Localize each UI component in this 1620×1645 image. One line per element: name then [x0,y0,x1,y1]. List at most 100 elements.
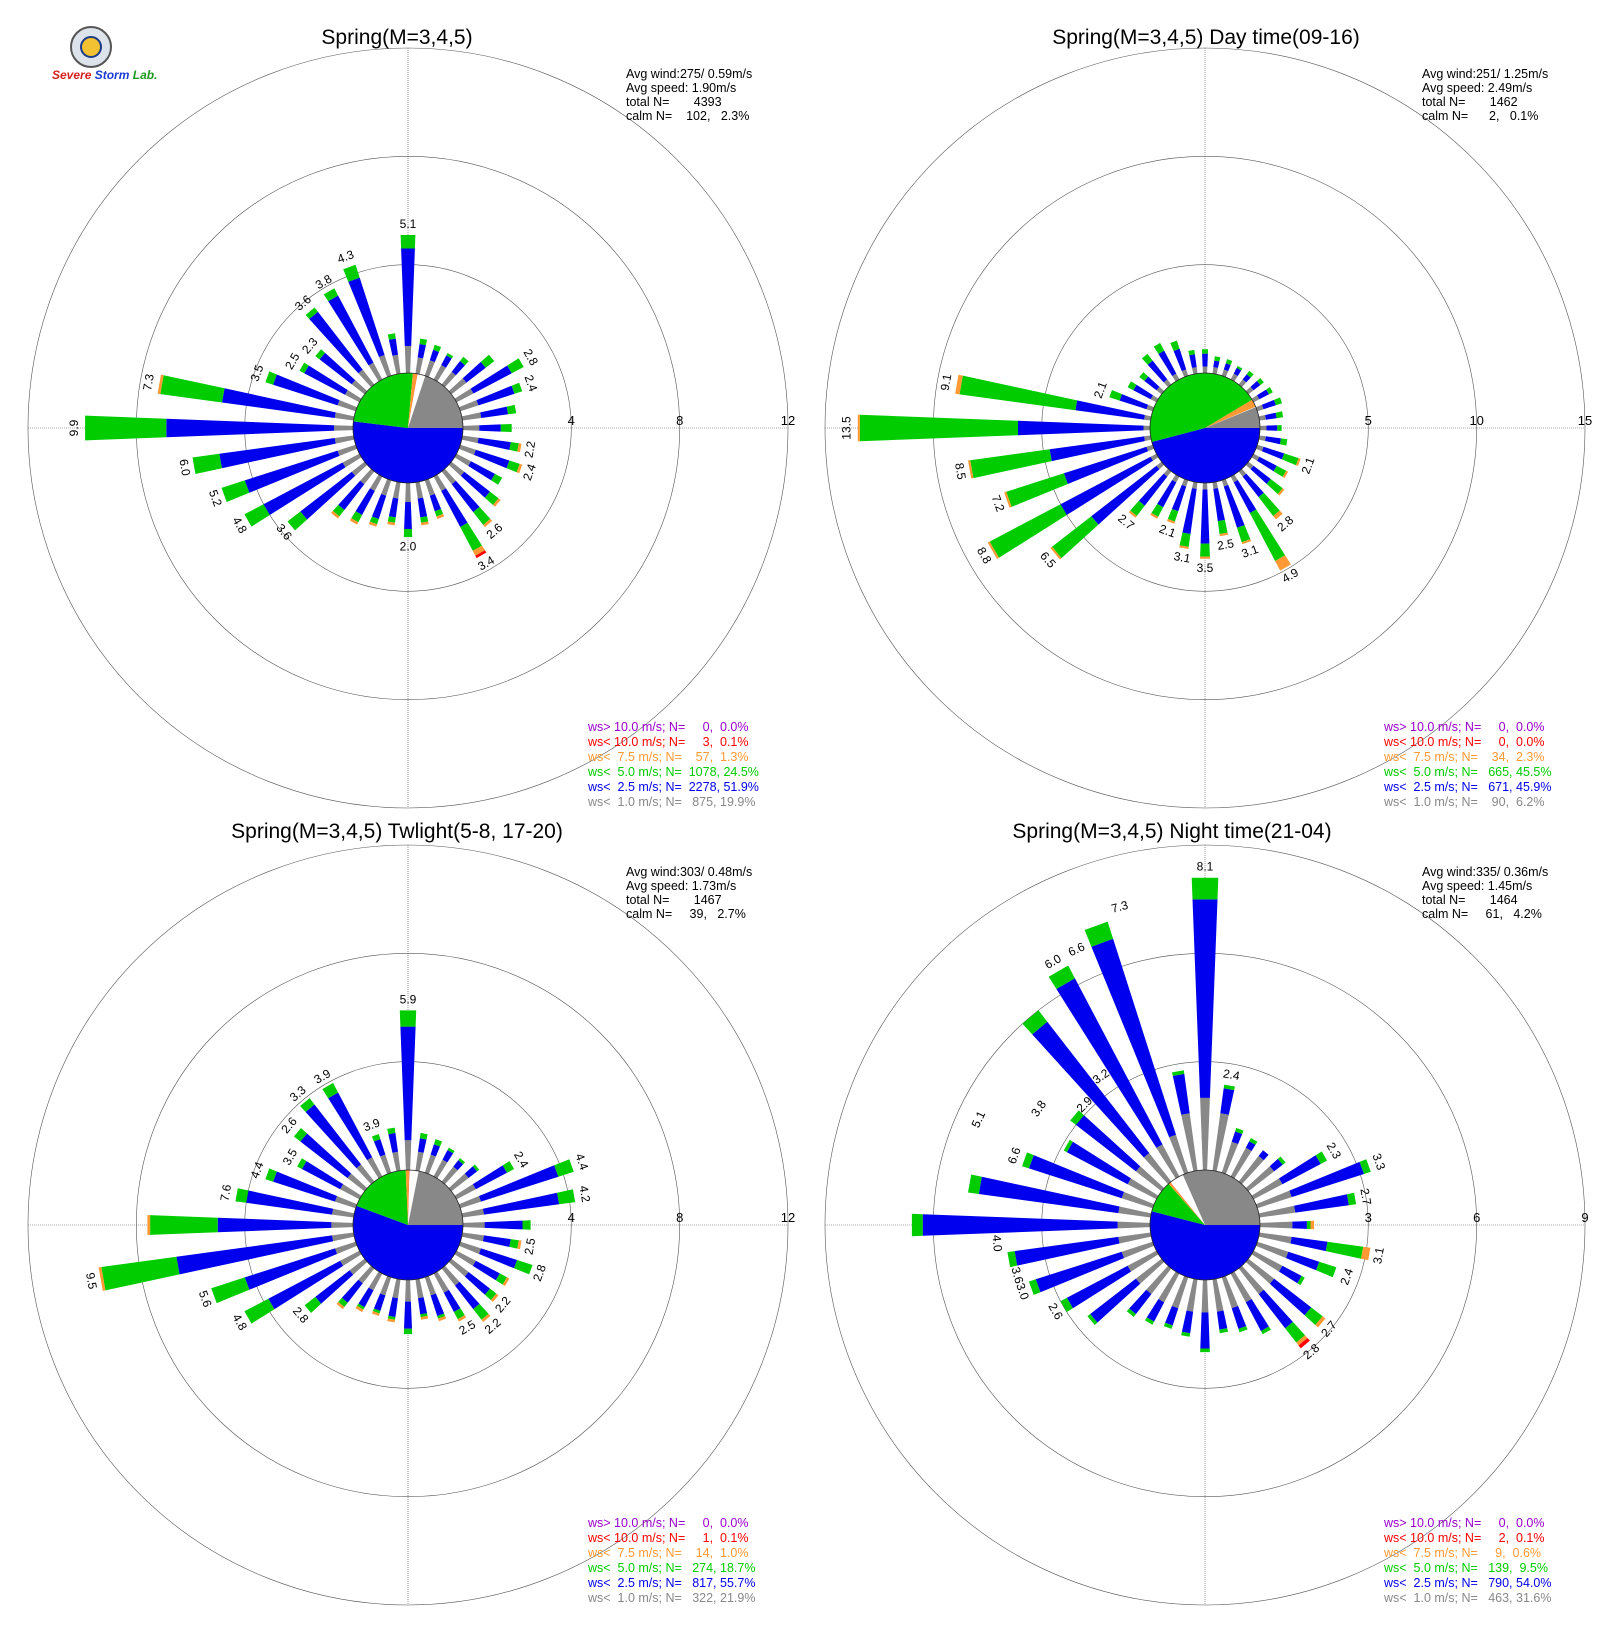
bar-label-305: 3.8 [1028,1097,1049,1119]
bar-segment-270-lt2_5 [217,1217,332,1233]
bar-segment-110-lt1 [1255,444,1264,452]
bar-segment-340-lt2_5 [1091,938,1176,1138]
bar-segment-200-lt1 [1171,1275,1189,1309]
bar-segment-40-lt2_5 [1242,374,1251,383]
stats-line-2: Avg speed: 1.90m/s [626,81,736,95]
bar-segment-10-lt2_5 [1213,360,1220,368]
bar-segment-70-lt5 [511,382,523,394]
bar-segment-80-lt2_5 [1265,412,1277,420]
bar-segment-40-lt1 [441,371,456,388]
bar-segment-290-lt2_5 [273,1171,337,1202]
bar-segment-10-lt5 [1223,1084,1235,1091]
bar-segment-50-lt5 [1257,378,1264,385]
bar-segment-270-lt1 [331,1222,353,1228]
bar-segment-230-lt2_5 [315,1270,354,1304]
bar-segment-170-lt2_5 [417,497,428,518]
bar-segment-90-lt5 [1277,425,1282,431]
bar-segment-0-lt5 [400,235,416,249]
bar-segment-340-lt1 [380,1154,392,1175]
calm-pie-lt1 [408,1171,463,1225]
bar-segment-230-lt2_5 [1091,465,1160,525]
bar-segment-340-lt1 [379,355,392,378]
bar-segment-260-lt1 [334,435,355,444]
bar-segment-300-lt1 [1127,1178,1159,1200]
bar-label-100: 3.1 [1370,1246,1387,1265]
bar-segment-310-lt2_5 [300,1133,352,1178]
bar-segment-50-lt1 [448,378,467,395]
bar-segment-160-lt1 [1221,478,1229,487]
bar-segment-70-lt5 [554,1159,574,1177]
bar-segment-130-lt2_5 [1269,1278,1312,1316]
bar-segment-130-lt1 [448,1258,469,1277]
bar-segment-200-lt5 [372,1308,381,1314]
bar-segment-20-lt2_5 [430,1144,440,1157]
bar-label-250: 5.6 [196,1289,215,1310]
bar-label-260: 8.5 [952,462,969,481]
legend-gt10: ws> 10.0 m/s; N= 0, 0.0% [587,720,749,734]
bar-segment-320-lt5 [305,307,318,319]
bar-segment-280-lt1 [334,412,355,421]
bar-segment-90-lt1 [1260,425,1267,431]
wind-rose-panel-3: 4 8 125.92.4 4.44.22.52.82.22.22.52.84.85.6… [27,820,795,1606]
bar-segment-290-lt5 [265,371,277,385]
bar-segment-20-lt1 [1221,1141,1239,1175]
bar-segment-170-lt5 [420,1313,428,1318]
legend-lt1: ws< 1.0 m/s; N= 463, 31.6% [1383,1591,1551,1605]
bar-segment-160-lt7_5 [436,514,445,519]
chart-title: Spring(M=3,4,5) [321,26,472,49]
bar-segment-190-lt1 [392,481,401,499]
bar-label-170: 2.5 [1216,536,1235,553]
bar-segment-160-lt2_5 [430,1293,445,1316]
bar-segment-50-lt1 [1245,386,1254,395]
bar-segment-120-lt5 [1297,1275,1305,1286]
bar-segment-10-lt5 [1214,356,1221,362]
bar-segment-100-lt2_5 [1290,1236,1328,1252]
bar-segment-310-lt1 [1135,1166,1165,1192]
stats-line-3: total N= 1462 [1422,95,1518,109]
stats-line-4: calm N= 102, 2.3% [626,109,749,123]
bar-segment-240-lt5 [989,504,1067,558]
bar-segment-0-lt1 [404,346,412,373]
bar-segment-310-lt1 [1156,386,1165,395]
bar-segment-40-lt2_5 [451,361,465,376]
bar-segment-80-lt1 [1258,415,1266,421]
bar-segment-260-lt5 [101,1256,180,1291]
bar-segment-330-lt5 [323,288,339,302]
calm-circle [352,1169,464,1281]
bar-segment-190-lt5 [1179,532,1191,547]
bar-segment-280-lt2_5 [246,1190,334,1215]
bar-label-290: 3.5 [248,362,267,383]
bar-segment-90-lt2_5 [1266,425,1278,431]
bar-segment-30-lt5 [1236,365,1243,371]
bar-label-100: 2.2 [522,440,539,459]
bar-segment-310-lt5 [293,1128,308,1142]
calm-pie-lt1 [1205,407,1261,428]
bar-segment-310-lt1 [347,1173,368,1192]
bar-label-330: 6.0 [1042,951,1064,972]
bar-label-70: 4.4 [572,1151,591,1172]
bar-segment-80-lt1 [461,1208,484,1218]
bar-segment-150-lt2_5 [1233,480,1257,514]
ring-label-4: 4 [568,413,575,428]
bar-segment-270-lt1 [1143,425,1150,431]
bar-segment-190-lt2_5 [388,497,399,518]
bar-segment-90-lt2_5 [479,424,501,432]
bar-segment-340-lt2_5 [348,277,385,357]
legend-lt7_5: ws< 7.5 m/s; N= 14, 1.0% [587,1546,749,1560]
bar-segment-260-lt1 [1144,435,1152,441]
bar-segment-30-lt2_5 [1233,367,1242,376]
calm-circle [1149,1169,1261,1281]
bar-segment-330-lt5 [1048,965,1075,989]
bar-segment-350-lt5 [387,1127,396,1135]
calm-pie-lt1 [1182,1170,1260,1225]
bar-segment-210-lt2_5 [358,1287,374,1308]
bar-label-330: 3.9 [312,1066,334,1087]
stats-line-4: calm N= 2, 0.1% [1422,109,1538,123]
bar-label-10: 2.4 [1222,1066,1241,1083]
bar-segment-270-lt1 [1117,1221,1150,1229]
bar-segment-250-lt5 [221,480,250,502]
bar-segment-130-lt7_5 [492,498,501,507]
bar-segment-330-lt5 [1153,342,1165,354]
bar-segment-240-lt1 [1150,453,1159,461]
